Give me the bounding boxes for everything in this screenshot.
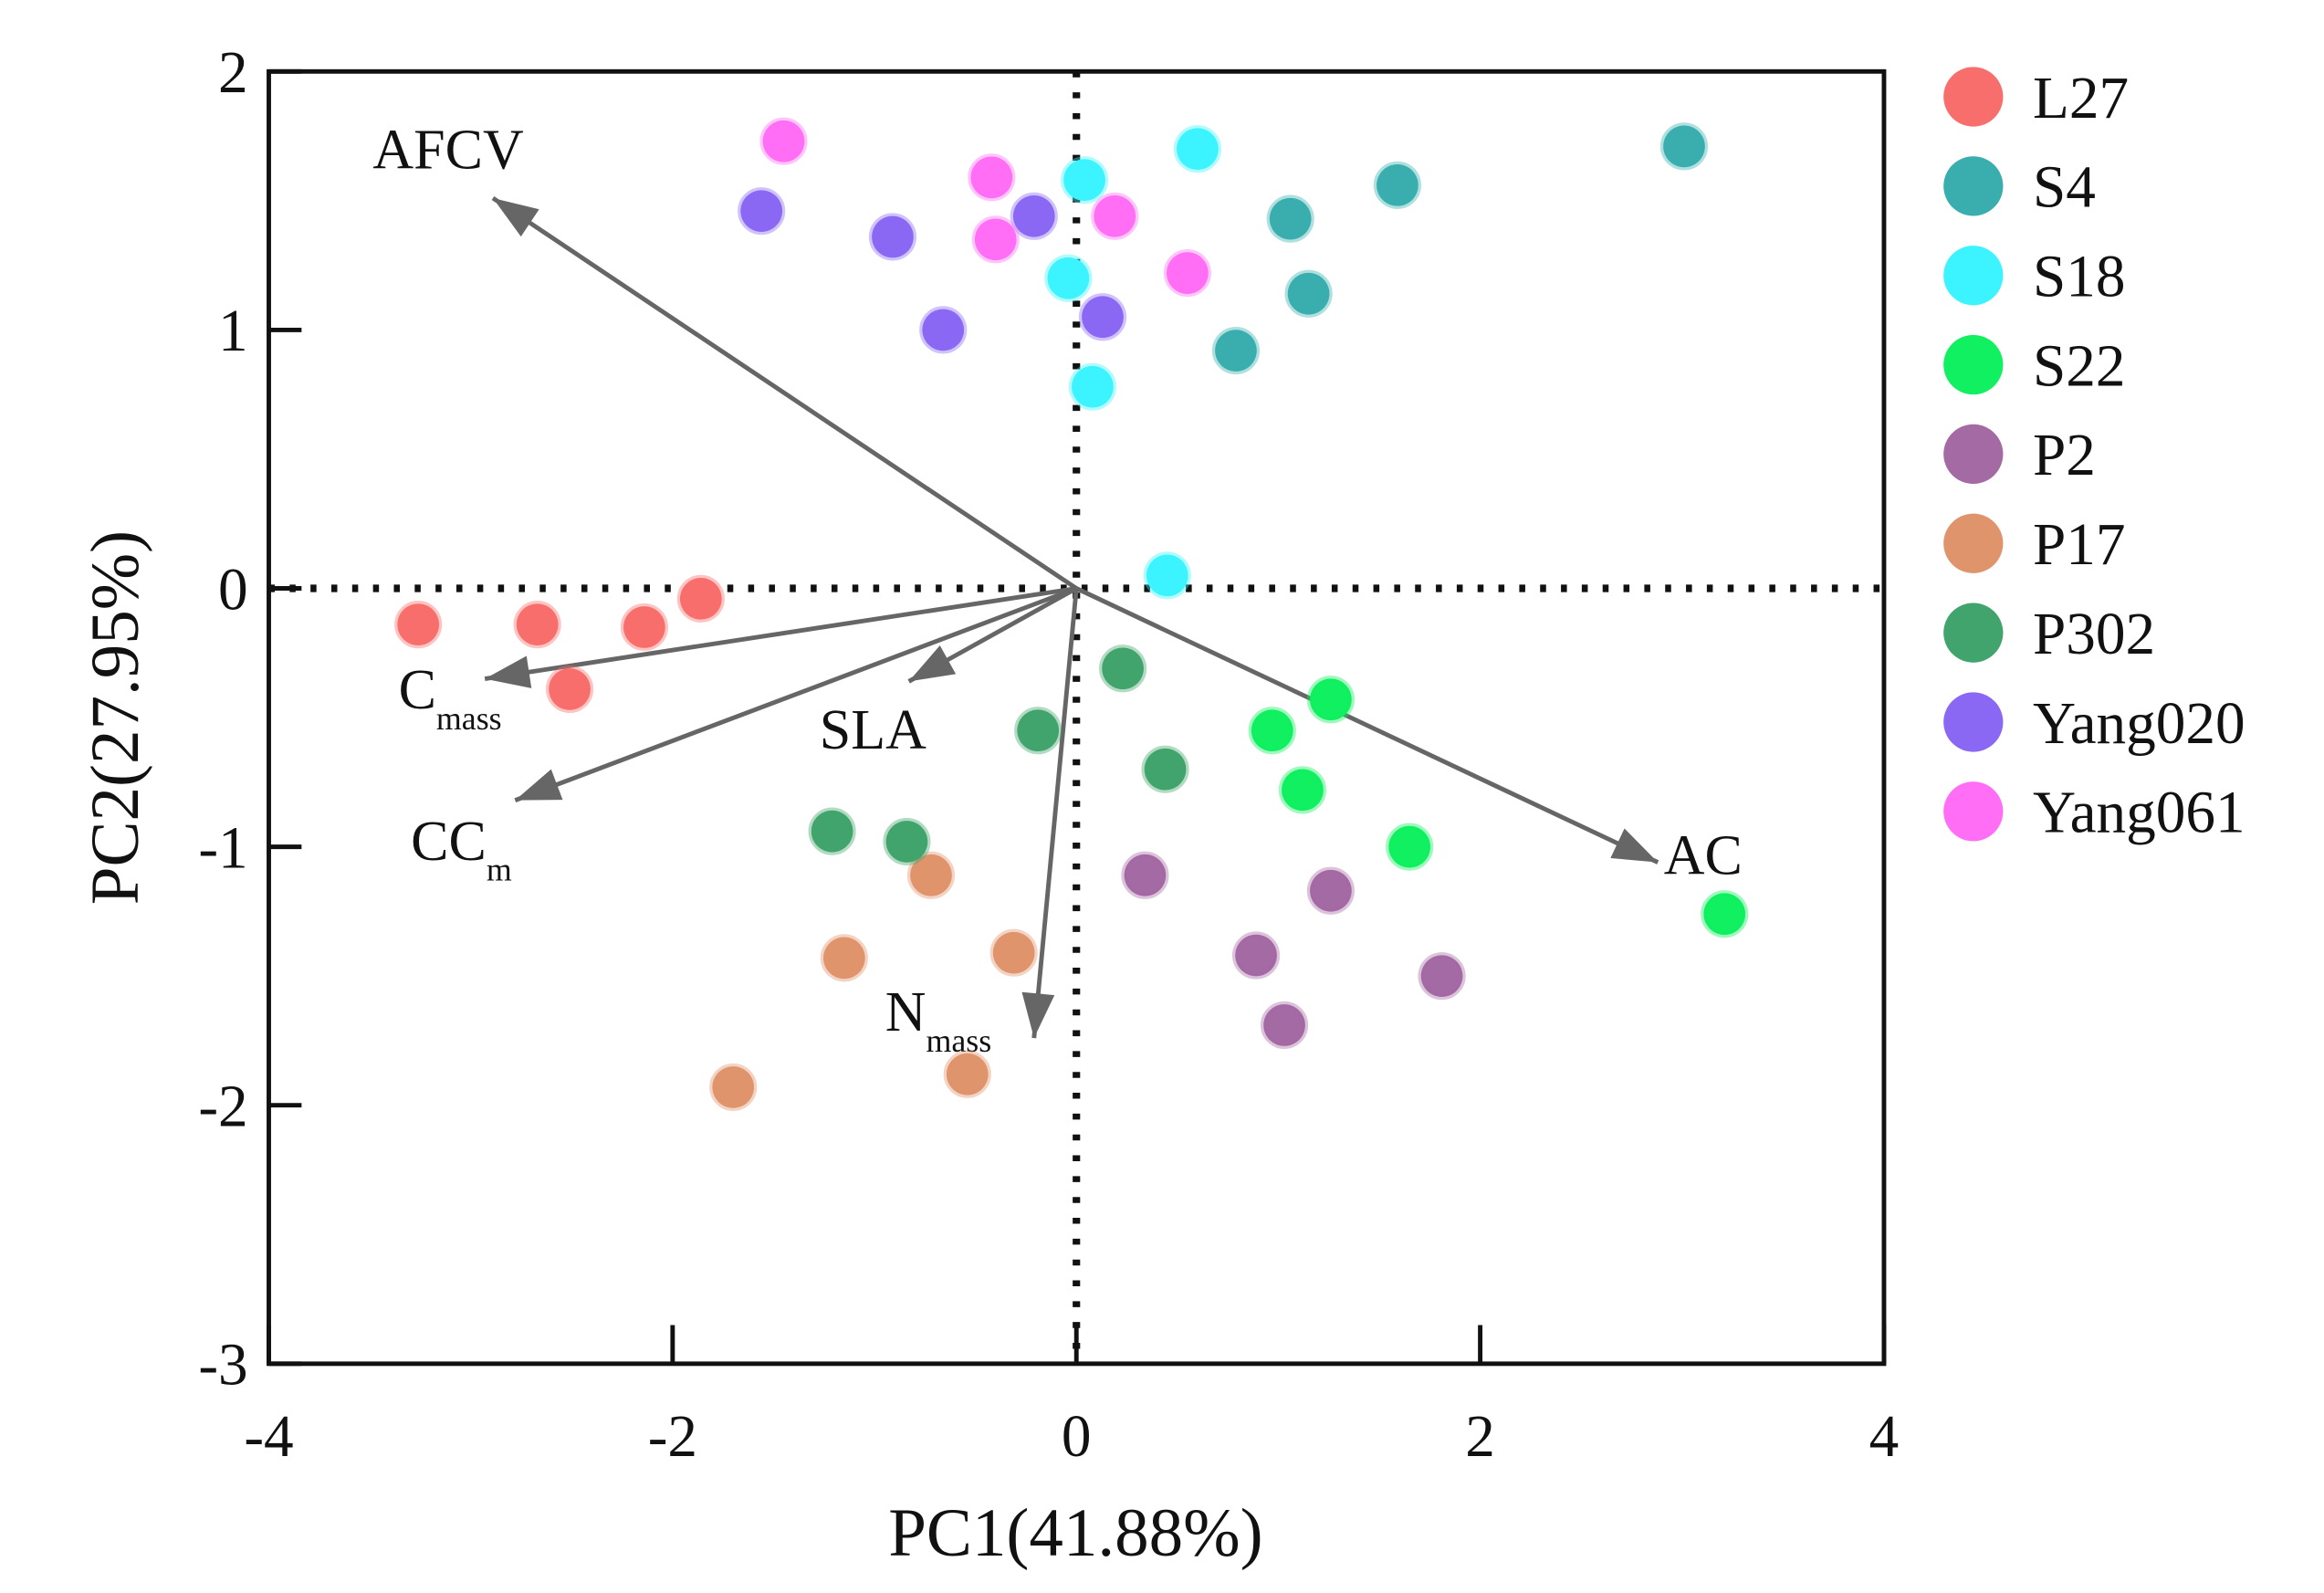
point-yang061 xyxy=(971,215,1020,264)
loading-vector-ccm xyxy=(514,586,1078,802)
point-p17 xyxy=(820,934,868,982)
legend-label-p302: P302 xyxy=(2033,602,2155,667)
point-yang020 xyxy=(1010,192,1058,240)
legend-label-yang020: Yang020 xyxy=(2033,691,2245,757)
point-s4 xyxy=(1659,122,1709,171)
point-yang061 xyxy=(759,117,808,165)
point-yang061 xyxy=(968,153,1016,202)
arrowhead-icon xyxy=(908,645,957,682)
x-tick-label: -2 xyxy=(648,1404,697,1470)
point-s22 xyxy=(1386,823,1434,871)
y-tick-label: 0 xyxy=(218,557,248,623)
point-p302 xyxy=(808,807,856,855)
legend-label-s4: S4 xyxy=(2033,155,2096,221)
point-p2 xyxy=(1418,952,1466,1001)
point-s4 xyxy=(1373,161,1422,209)
legend-marker-s18 xyxy=(1943,246,2004,306)
loading-vector-afcv xyxy=(491,195,1078,591)
y-tick-label: -2 xyxy=(198,1074,247,1140)
legend-label-p17: P17 xyxy=(2033,512,2126,578)
point-yang020 xyxy=(738,187,786,236)
x-tick-label: -4 xyxy=(244,1404,293,1470)
loading-label-afcv: AFCV xyxy=(372,119,524,181)
x-tick-label: 2 xyxy=(1465,1404,1495,1470)
arrowhead-icon xyxy=(485,655,532,688)
legend-marker-p2 xyxy=(1943,424,2004,485)
y-tick-label: -1 xyxy=(198,815,247,881)
legend-label-s18: S18 xyxy=(2033,245,2126,310)
x-tick-label: 0 xyxy=(1062,1404,1092,1470)
loading-vector-ac xyxy=(1075,586,1659,865)
point-s22 xyxy=(1306,676,1356,724)
legend-label-l27: L27 xyxy=(2033,66,2129,131)
reference-lines xyxy=(268,71,1884,1364)
legend: L27 S4 S18 S22 P2 P17 P302 Yang020 Yang061 xyxy=(1943,66,2245,846)
point-s22 xyxy=(1248,707,1296,755)
point-p302 xyxy=(1141,745,1189,793)
point-p2 xyxy=(1231,931,1281,980)
point-p2 xyxy=(1260,1001,1309,1050)
point-l27 xyxy=(394,601,443,649)
loading-vector-cmass xyxy=(484,586,1077,682)
point-s18 xyxy=(1068,362,1117,411)
legend-marker-p17 xyxy=(1943,513,2004,573)
legend-marker-yang061 xyxy=(1943,781,2004,842)
legend-label-s22: S22 xyxy=(2033,333,2126,399)
point-p2 xyxy=(1306,866,1356,915)
point-yang061 xyxy=(1163,249,1211,298)
point-s4 xyxy=(1211,326,1261,375)
point-s4 xyxy=(1266,194,1314,243)
legend-marker-s4 xyxy=(1943,156,2004,216)
y-axis-label: PC2(27.95%) xyxy=(78,530,153,905)
data-points xyxy=(394,117,1749,1112)
point-p2 xyxy=(1121,851,1169,899)
point-p302 xyxy=(883,817,931,866)
arrowhead-icon xyxy=(1610,828,1659,863)
y-tick-label: -3 xyxy=(198,1333,247,1399)
y-tick-label: 2 xyxy=(218,40,248,106)
point-p302 xyxy=(1014,707,1063,755)
point-s18 xyxy=(1044,254,1093,302)
point-s4 xyxy=(1284,269,1333,318)
point-s18 xyxy=(1060,156,1109,204)
point-s18 xyxy=(1143,551,1191,600)
point-s18 xyxy=(1173,125,1222,173)
point-yang020 xyxy=(1078,293,1127,341)
x-tick-label: 4 xyxy=(1869,1404,1900,1470)
arrowhead-icon xyxy=(515,769,563,801)
loading-vector-nmass xyxy=(1031,588,1079,1039)
point-p17 xyxy=(709,1063,758,1112)
loading-label-nmass: Nmass xyxy=(885,981,992,1059)
point-yang020 xyxy=(919,306,968,354)
point-l27 xyxy=(676,574,725,623)
legend-label-yang061: Yang061 xyxy=(2033,781,2245,846)
legend-marker-yang020 xyxy=(1943,692,2004,752)
loading-label-ccm: CCm xyxy=(411,811,512,888)
loading-label-cmass: Cmass xyxy=(399,659,502,737)
point-yang020 xyxy=(868,213,917,261)
legend-marker-p302 xyxy=(1943,603,2004,663)
axis-ticks: -4 -2 0 2 4 2 1 0 -1 -2 -3 xyxy=(198,40,1899,1470)
legend-marker-s22 xyxy=(1943,334,2004,395)
point-p302 xyxy=(1099,645,1147,693)
loading-label-ac: AC xyxy=(1664,825,1743,887)
point-p17 xyxy=(989,928,1038,977)
point-s22 xyxy=(1278,766,1327,814)
loading-vectors: AFCV Cmass CCm SLA Nmass AC xyxy=(372,119,1742,1058)
y-tick-label: 1 xyxy=(218,299,248,364)
point-p17 xyxy=(943,1050,991,1098)
legend-marker-l27 xyxy=(1943,67,2004,127)
point-l27 xyxy=(620,603,668,652)
legend-label-p2: P2 xyxy=(2033,423,2096,488)
point-p17 xyxy=(906,851,956,899)
arrowhead-icon xyxy=(1021,991,1055,1039)
point-s22 xyxy=(1701,890,1749,938)
x-axis-label: PC1(41.88%) xyxy=(888,1495,1262,1571)
point-yang061 xyxy=(1091,192,1139,240)
arrowhead-icon xyxy=(493,198,539,237)
loading-label-sla: SLA xyxy=(820,699,926,761)
point-l27 xyxy=(513,601,561,649)
point-l27 xyxy=(545,665,594,714)
